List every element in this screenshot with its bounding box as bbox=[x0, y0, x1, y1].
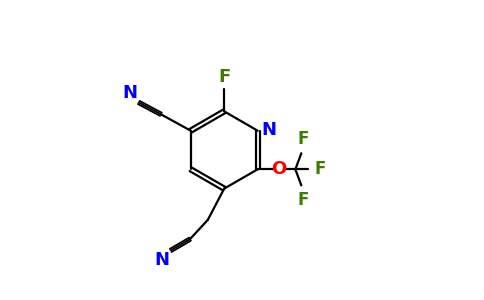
Text: N: N bbox=[122, 84, 137, 102]
Text: N: N bbox=[154, 251, 169, 269]
Text: F: F bbox=[297, 130, 308, 148]
Text: O: O bbox=[272, 160, 287, 178]
Text: F: F bbox=[218, 68, 230, 86]
Text: F: F bbox=[297, 191, 308, 209]
Text: N: N bbox=[262, 121, 277, 139]
Text: F: F bbox=[315, 160, 326, 178]
